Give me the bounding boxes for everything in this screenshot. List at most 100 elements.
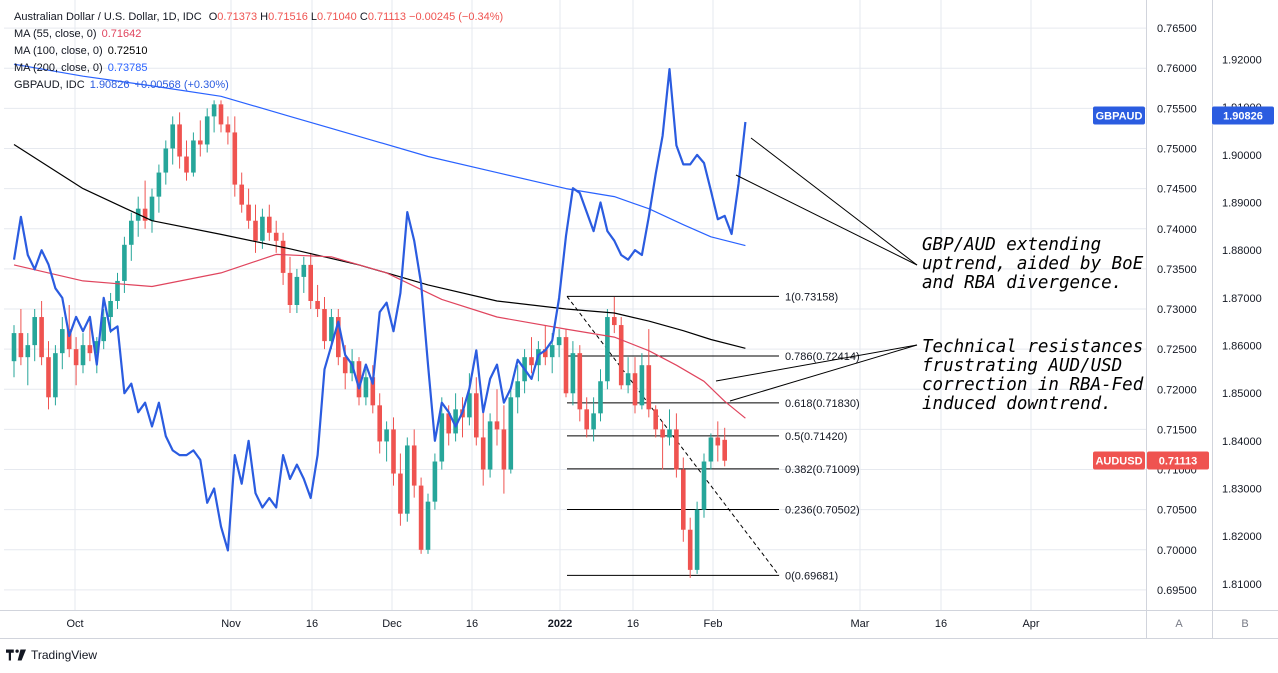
candle-body — [239, 184, 244, 205]
time-axis-tick-label: Nov — [221, 618, 241, 630]
ma55-label: MA (55, close, 0) — [14, 28, 97, 40]
candle-body — [122, 244, 127, 281]
candle-body — [487, 421, 493, 470]
right-axis-tick-label: 1.81000 — [1222, 579, 1262, 591]
legend-ma200-row[interactable]: MA (200, close, 0) 0.73785 — [14, 60, 503, 77]
candle — [273, 220, 279, 253]
left-axis-tick-label: 0.76500 — [1157, 23, 1197, 35]
gbpaud-line — [12, 68, 747, 552]
candle — [591, 397, 596, 442]
candle-body — [722, 439, 727, 461]
candle — [198, 120, 203, 157]
footer-brand[interactable]: TradingView — [6, 648, 97, 662]
candle — [598, 369, 603, 422]
gbpaud-annotation: GBP/AUD extending uptrend, aided by BoE … — [922, 235, 1144, 293]
candle-body — [273, 232, 279, 241]
candle — [267, 204, 272, 241]
time-axis-tick-label: 16 — [935, 618, 947, 630]
legend-ma55-row[interactable]: MA (55, close, 0) 0.71642 — [14, 26, 503, 43]
ohlc-close-value: 0.71113 — [367, 11, 406, 23]
time-axis-tick-label: Dec — [382, 618, 402, 630]
candle-body — [474, 393, 479, 438]
time-axis-tick-label: 2022 — [548, 618, 572, 630]
ma55-value: 0.71642 — [101, 28, 142, 40]
candle-body — [170, 124, 175, 149]
legend-ma100-row[interactable]: MA (100, close, 0) 0.72510 — [14, 43, 503, 60]
candle-body — [549, 345, 555, 358]
left-axis-tick-label: 0.75500 — [1157, 103, 1197, 115]
candle — [508, 389, 514, 474]
candle — [612, 296, 617, 334]
candle-body — [66, 329, 72, 350]
gbpaud-symbol-tag: GBPAUD — [1093, 106, 1145, 125]
candle — [142, 180, 148, 229]
candle — [411, 429, 417, 498]
candle — [487, 413, 493, 478]
candle-body — [218, 104, 224, 125]
time-axis-tick-label: 16 — [466, 618, 478, 630]
audusd-price-tag: 0.71113 — [1147, 451, 1209, 470]
candle-body — [308, 264, 313, 301]
ohlc-open-value: 0.71373 — [217, 11, 258, 23]
fib-level-label: 1(0.73158) — [785, 291, 838, 303]
candle-body — [653, 409, 658, 430]
right-axis-tick-label: 1.83000 — [1222, 483, 1262, 495]
left-axis-tick-label: 0.69500 — [1157, 585, 1197, 597]
candle-body — [694, 509, 700, 570]
right-axis-tick-label: 1.84000 — [1222, 436, 1262, 448]
candle-body — [570, 353, 576, 394]
candle — [439, 397, 445, 470]
tradingview-brand: TradingView — [31, 648, 98, 662]
candle-body — [543, 349, 548, 358]
ma200-line — [13, 63, 746, 247]
candle — [191, 132, 196, 177]
left-axis-tick-label: 0.76000 — [1157, 63, 1197, 75]
audusd-symbol-tag-text: AUDUSD — [1095, 455, 1142, 467]
candle — [280, 232, 286, 285]
time-axis-tick-label: Apr — [1022, 618, 1039, 630]
right-axis-tick-label: 1.86000 — [1222, 341, 1262, 353]
chart-legend: Australian Dollar / U.S. Dollar, 1D, IDC… — [14, 9, 503, 94]
candle — [646, 329, 652, 418]
candle — [701, 453, 707, 518]
candle-body — [563, 337, 569, 394]
candle-body — [11, 333, 17, 362]
candle — [80, 333, 86, 374]
candle — [232, 116, 238, 197]
legend-gbpaud-row[interactable]: GBPAUD, IDC 1.90826 +0.00568 (+0.30%) — [14, 77, 503, 94]
candle — [25, 333, 31, 386]
left-axis-tick-label: 0.71500 — [1157, 424, 1197, 436]
candle — [653, 405, 658, 438]
candle — [122, 236, 127, 293]
candle — [667, 409, 672, 446]
candle-body — [322, 309, 327, 342]
candle-body — [639, 365, 645, 406]
candle-body — [667, 429, 672, 438]
candle-body — [377, 405, 382, 442]
candle-body — [336, 317, 341, 358]
annotation-pointer-line — [750, 137, 918, 266]
ohlc-high-key: H — [260, 11, 269, 23]
candle-body — [39, 317, 44, 358]
candle — [625, 357, 631, 394]
candle-body — [80, 345, 86, 366]
candle — [377, 393, 382, 454]
candle-body — [60, 329, 65, 354]
right-axis-tick-label: 1.87000 — [1222, 293, 1262, 305]
candle-body — [156, 172, 162, 197]
candle-body — [494, 421, 500, 430]
candle-body — [425, 501, 431, 550]
audusd-price-tag-bg — [1147, 451, 1209, 470]
candle — [570, 341, 576, 406]
candle — [543, 325, 548, 366]
candle-body — [501, 429, 507, 470]
gbpaud-label: GBPAUD, IDC — [14, 79, 85, 91]
candle-body — [625, 373, 631, 386]
candle-body — [73, 349, 79, 366]
candle-body — [384, 429, 389, 442]
candle — [301, 256, 307, 293]
scale-button-b: B — [1241, 618, 1248, 630]
candle — [211, 100, 217, 133]
